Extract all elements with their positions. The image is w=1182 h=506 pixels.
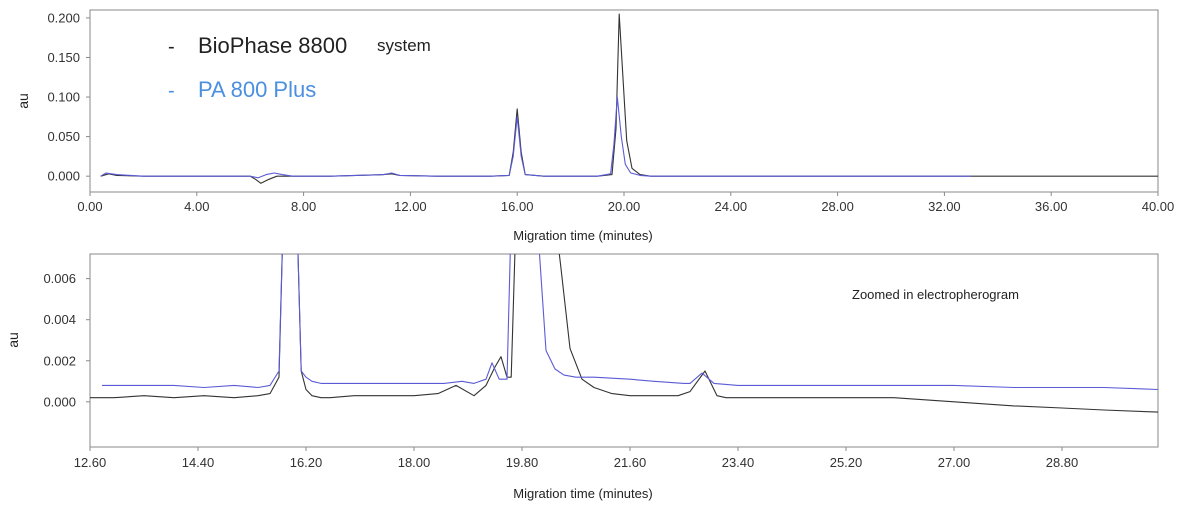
series-layer-bottom	[90, 254, 1158, 413]
y-tick-label: 0.200	[47, 10, 80, 25]
x-tick-label: 12.60	[74, 455, 107, 470]
x-tick-label: 4.00	[184, 199, 209, 214]
x-tick-label: 21.60	[614, 455, 647, 470]
legend-marker-biophase: -	[168, 36, 175, 58]
x-tick-label: 14.40	[182, 455, 215, 470]
x-tick-label: 23.40	[722, 455, 755, 470]
y-tick-label: 0.150	[47, 50, 80, 65]
x-tick-label: 28.80	[1046, 455, 1079, 470]
x-tick-label: 28.00	[821, 199, 854, 214]
x-tick-label: 25.20	[830, 455, 863, 470]
legend-suffix-biophase: system	[377, 36, 431, 55]
y-axis-title-top: au	[15, 93, 31, 109]
x-tick-label: 16.00	[501, 199, 534, 214]
x-tick-label: 36.00	[1035, 199, 1068, 214]
y-axis-title-bottom: au	[5, 332, 21, 348]
chart-zoomed-electropherogram: 12.60 14.40 16.20 18.00 19.80 21.60 23.40 25.20…	[5, 253, 1159, 501]
y-tick-label: 0.002	[43, 353, 76, 368]
y-tick-label: 0.100	[47, 90, 80, 105]
y-tick-label: 0.004	[43, 312, 76, 327]
legend-label-pa800: PA 800 Plus	[198, 77, 316, 102]
plot-frame-bottom	[89, 253, 1159, 448]
x-tick-label: 24.00	[715, 199, 748, 214]
legend-marker-pa800: -	[168, 80, 175, 102]
tick-layer-top: 0.00 4.00 8.00 12.00 16.00 20.00 24.00 28.00 32.…	[47, 10, 1174, 214]
x-tick-label: 18.00	[398, 455, 431, 470]
series-line-pa-800-plus	[100, 96, 972, 179]
x-tick-label: 19.80	[506, 455, 539, 470]
y-tick-label: 0.000	[43, 394, 76, 409]
x-tick-label: 32.00	[928, 199, 961, 214]
y-tick-label: 0.000	[47, 169, 80, 184]
series-layer-top	[100, 13, 1158, 184]
x-tick-label: 40.00	[1142, 199, 1175, 214]
x-tick-label: 8.00	[291, 199, 316, 214]
x-axis-title-top: Migration time (minutes)	[513, 228, 652, 243]
legend-label-biophase: BioPhase 8800	[198, 33, 347, 58]
x-tick-label: 27.00	[938, 455, 971, 470]
series-line-pa-800-plus	[102, 254, 1158, 391]
x-tick-label: 12.00	[394, 199, 427, 214]
zoom-annotation: Zoomed in electropherogram	[852, 287, 1019, 302]
legend: - BioPhase 8800 system - PA 800 Plus	[168, 33, 431, 102]
y-tick-label: 0.006	[43, 271, 76, 286]
y-tick-label: 0.050	[47, 129, 80, 144]
x-tick-label: 16.20	[290, 455, 323, 470]
x-tick-label: 0.00	[77, 199, 102, 214]
series-line-biophase-8800	[90, 254, 1158, 413]
tick-layer-bottom: 12.60 14.40 16.20 18.00 19.80 21.60 23.40 25.20…	[43, 271, 1078, 470]
x-axis-title-bottom: Migration time (minutes)	[513, 486, 652, 501]
x-tick-label: 20.00	[608, 199, 641, 214]
chart-full-electropherogram: 0.00 4.00 8.00 12.00 16.00 20.00 24.00 28.00 32.…	[15, 9, 1174, 243]
